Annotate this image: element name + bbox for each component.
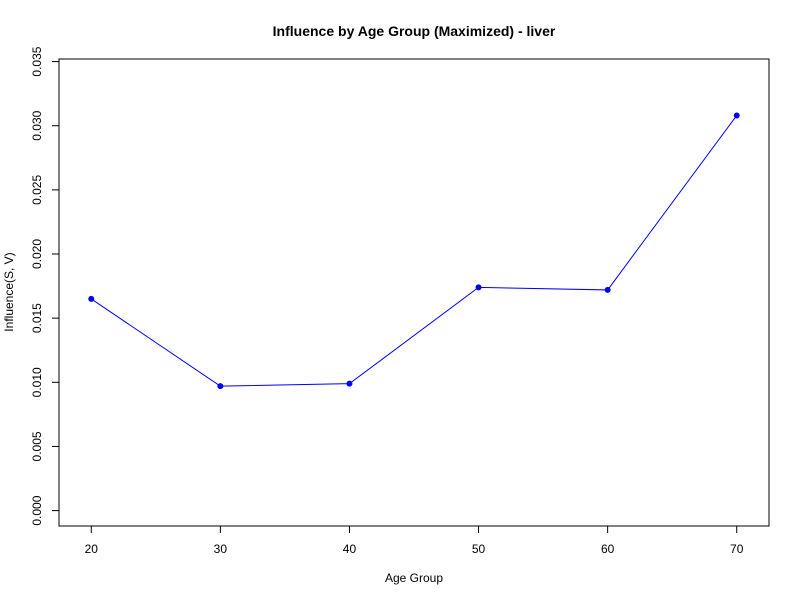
y-tick-label: 0.015	[30, 303, 44, 333]
y-tick-label: 0.035	[30, 46, 44, 76]
x-tick-label: 60	[601, 542, 615, 556]
data-point	[346, 380, 353, 387]
data-point	[604, 286, 611, 293]
data-point	[217, 383, 224, 390]
x-axis-label: Age Group	[385, 571, 443, 585]
data-point	[475, 284, 482, 291]
y-axis-label: Influence(S, V)	[2, 252, 16, 331]
data-point	[733, 112, 740, 119]
plot-frame	[58, 58, 770, 527]
series-line	[90, 115, 738, 387]
y-axis: 0.000 0.005 0.010 0.015 0.020 0.025 0.030 0.035	[30, 46, 59, 526]
y-tick-label: 0.025	[30, 175, 44, 205]
x-axis: 20 30 40 50 60 70	[85, 526, 744, 556]
chart-title: Influence by Age Group (Maximized) - liv…	[273, 23, 556, 39]
series-layer	[88, 112, 740, 390]
y-tick-label: 0.020	[30, 239, 44, 269]
x-tick-label: 70	[730, 542, 744, 556]
y-tick-label: 0.000	[30, 495, 44, 525]
x-tick-label: 50	[472, 542, 486, 556]
y-tick-label: 0.005	[30, 431, 44, 461]
y-tick-label: 0.010	[30, 367, 44, 397]
y-tick-label: 0.030	[30, 110, 44, 140]
data-point	[88, 295, 95, 302]
x-tick-label: 40	[343, 542, 357, 556]
x-tick-label: 20	[85, 542, 99, 556]
x-tick-label: 30	[214, 542, 228, 556]
